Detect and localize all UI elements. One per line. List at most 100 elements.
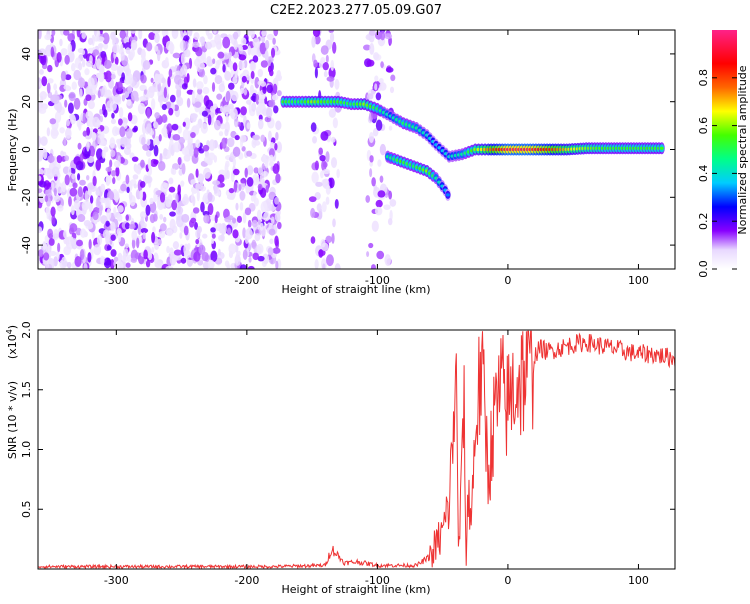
spectrogram-noise-cell bbox=[67, 102, 74, 114]
spectrogram-noise-cell bbox=[79, 153, 84, 162]
spectrogram-noise-cell bbox=[275, 173, 281, 184]
spectrogram-noise-cell bbox=[252, 37, 260, 49]
spectrogram-noise-cell bbox=[127, 112, 133, 122]
spectrogram-noise-cell bbox=[197, 173, 205, 183]
spectrogram-noise-cell bbox=[59, 38, 63, 47]
spectrogram-noise-cell bbox=[139, 95, 147, 102]
spectrogram-noise-cell bbox=[69, 113, 76, 121]
spectrogram-noise-cell bbox=[97, 128, 101, 135]
spectrogram-noise-cell bbox=[224, 128, 229, 137]
spectrogram-noise-cell bbox=[102, 42, 109, 50]
spectrogram-noise-cell bbox=[235, 202, 239, 211]
spectrogram-noise-cell bbox=[50, 46, 55, 58]
spectrogram-noise-cell bbox=[146, 123, 152, 134]
spectrogram-noise-cell bbox=[131, 238, 136, 249]
spectrogram-noise-cell bbox=[104, 197, 112, 207]
spectrogram-noise-cell bbox=[201, 251, 209, 262]
spectrogram-noise-cell bbox=[183, 49, 191, 58]
spectrogram-noise-cell bbox=[92, 175, 97, 187]
spectrogram-noise-cell bbox=[260, 60, 269, 68]
spectrogram-noise-cell bbox=[207, 152, 216, 161]
spectrogram-noise-cell bbox=[246, 150, 253, 157]
spectrogram-noise-cell bbox=[249, 84, 254, 94]
spectrogram-noise-cell bbox=[163, 216, 167, 223]
spectrogram-noise-cell bbox=[110, 63, 119, 72]
spectrogram-noise-cell bbox=[188, 30, 193, 37]
spectrogram-noise-cell bbox=[198, 244, 206, 255]
spectrogram-noise-cell bbox=[103, 257, 112, 269]
spectrogram-noise-cell bbox=[38, 168, 44, 176]
spectrogram-noise-cell bbox=[374, 83, 378, 91]
spectrogram-noise-cell bbox=[113, 160, 121, 168]
spectrogram-noise-cell bbox=[99, 115, 104, 123]
spectrogram-noise-cell bbox=[376, 250, 385, 260]
spectrogram-noise-cell bbox=[232, 168, 240, 176]
spectrogram-noise-cell bbox=[275, 260, 279, 269]
spectrogram-noise-cell bbox=[144, 175, 153, 184]
spectrogram-noise-cell bbox=[202, 144, 210, 152]
spectrogram-noise-cell bbox=[194, 221, 198, 230]
spectrogram-noise-cell bbox=[375, 92, 382, 101]
spectrogram-noise-cell bbox=[320, 170, 324, 179]
spectrogram-noise-cell bbox=[119, 30, 126, 39]
spectrogram-noise-cell bbox=[125, 47, 131, 55]
spectrogram-noise-cell bbox=[225, 160, 230, 168]
spectrogram-noise-cell bbox=[257, 166, 264, 176]
spectrogram-noise-cell bbox=[230, 90, 239, 102]
spectrogram-noise-cell bbox=[64, 155, 70, 162]
spectrogram-noise-cell bbox=[173, 74, 182, 85]
spectrogram-noise-cell bbox=[218, 83, 226, 93]
spectrogram-noise-cell bbox=[70, 63, 76, 72]
spectrogram-noise-cell bbox=[330, 157, 338, 169]
spectrogram-noise-cell bbox=[181, 213, 190, 223]
spectrogram-noise-cell bbox=[51, 214, 56, 225]
snr-panel: -300 -200 -100 0 100 0.5 1.0 1.5 2.0 Height of s… bbox=[5, 321, 676, 596]
spectrogram-noise-cell bbox=[318, 147, 324, 156]
spectrogram-noise-cell bbox=[82, 112, 86, 125]
snr-y-axis-label: SNR (10 * v/v) bbox=[6, 381, 19, 459]
spectrogram-noise-cell bbox=[110, 73, 116, 80]
snr-x-tick-label: -300 bbox=[104, 574, 129, 587]
spectrogram-noise-cell bbox=[66, 261, 72, 269]
spectrogram-noise-cell bbox=[370, 264, 377, 269]
spectrogram-noise-cell bbox=[251, 239, 257, 250]
spectrogram-y-tick-label: -20 bbox=[20, 188, 33, 206]
spectrogram-noise-cell bbox=[171, 199, 178, 211]
spectrogram-noise-cell bbox=[233, 117, 239, 128]
spectrogram-noise-cell bbox=[226, 169, 230, 180]
spectrogram-noise-cell bbox=[325, 185, 331, 195]
colorbar-tick-label: 0.2 bbox=[697, 212, 710, 230]
spectrogram-noise-cell bbox=[139, 180, 146, 188]
spectrogram-noise-cell bbox=[193, 147, 199, 158]
spectrogram-noise-cell bbox=[172, 134, 181, 141]
snr-series-line bbox=[38, 330, 675, 569]
spectrogram-noise-cell bbox=[133, 183, 138, 189]
spectrogram-noise-cell bbox=[210, 238, 215, 244]
spectrogram-noise-cell bbox=[270, 47, 276, 58]
spectrogram-noise-cell bbox=[195, 123, 200, 131]
spectrogram-plot-area bbox=[38, 30, 665, 269]
spectrogram-noise-cell bbox=[182, 128, 190, 141]
spectrogram-noise-cell bbox=[212, 58, 216, 65]
spectrogram-noise-cell bbox=[375, 199, 383, 208]
spectrogram-noise-cell bbox=[137, 102, 146, 115]
spectrogram-noise-cell bbox=[72, 182, 78, 189]
spectrogram-noise-cell bbox=[264, 50, 269, 61]
spectrogram-noise-cell bbox=[64, 99, 68, 108]
spectrogram-noise-cell bbox=[310, 207, 316, 219]
spectrogram-noise-cell bbox=[70, 236, 74, 244]
spectrogram-noise-cell bbox=[200, 122, 208, 134]
spectrogram-noise-cell bbox=[46, 167, 51, 175]
spectrogram-noise-cell bbox=[250, 61, 256, 71]
spectrogram-noise-cell bbox=[239, 201, 244, 211]
spectrogram-noise-cell bbox=[263, 211, 270, 222]
spectrogram-noise-cell bbox=[69, 187, 78, 197]
spectrogram-noise-cell bbox=[273, 30, 279, 37]
spectrogram-noise-cell bbox=[104, 70, 112, 83]
spectrogram-noise-cell bbox=[153, 121, 159, 129]
spectrogram-noise-cell bbox=[44, 50, 52, 56]
spectrogram-noise-cell bbox=[385, 66, 394, 73]
spectrogram-noise-cell bbox=[314, 67, 318, 79]
spectrogram-noise-cell bbox=[102, 32, 110, 45]
spectrogram-noise-cell bbox=[153, 136, 158, 148]
